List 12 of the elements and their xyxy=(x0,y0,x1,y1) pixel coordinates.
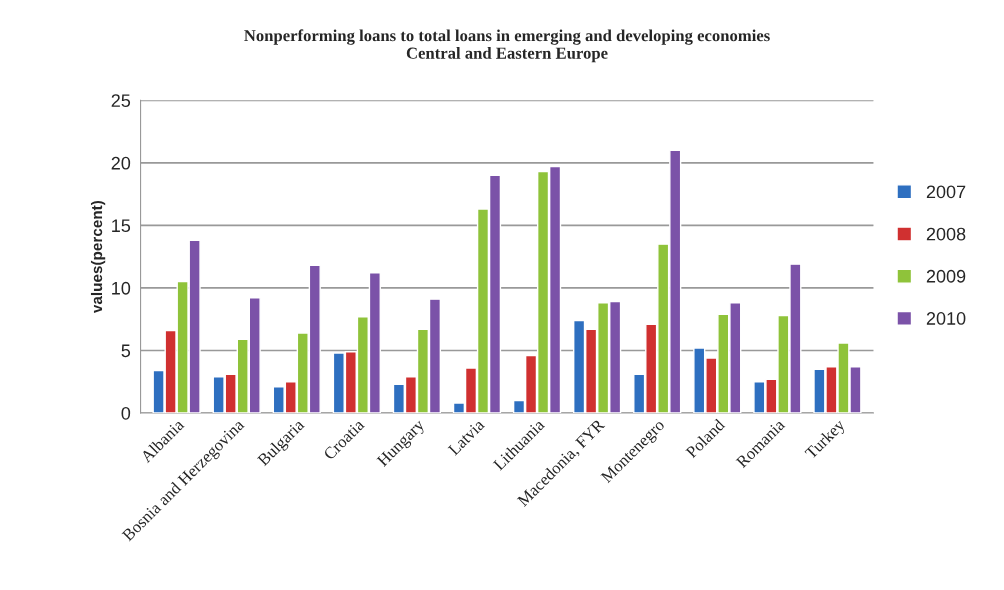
legend-label: 2008 xyxy=(926,227,966,241)
legend-label: 2009 xyxy=(926,269,966,283)
y-tick-label: 15 xyxy=(112,219,131,233)
y-tick-label: 25 xyxy=(111,94,131,108)
chart-title: Nonperforming loans to total loans in emerging and developing economies Central and Eastern Europe xyxy=(244,29,770,63)
y-tick-label: 20 xyxy=(111,156,131,170)
legend-label: 2007 xyxy=(926,185,966,199)
y-axis-title: values(percent) xyxy=(90,200,106,314)
y-tick-label: 0 xyxy=(121,406,131,420)
y-tick-label: 5 xyxy=(121,344,131,358)
y-tick-label: 10 xyxy=(112,281,131,295)
legend-label: 2010 xyxy=(926,312,966,325)
